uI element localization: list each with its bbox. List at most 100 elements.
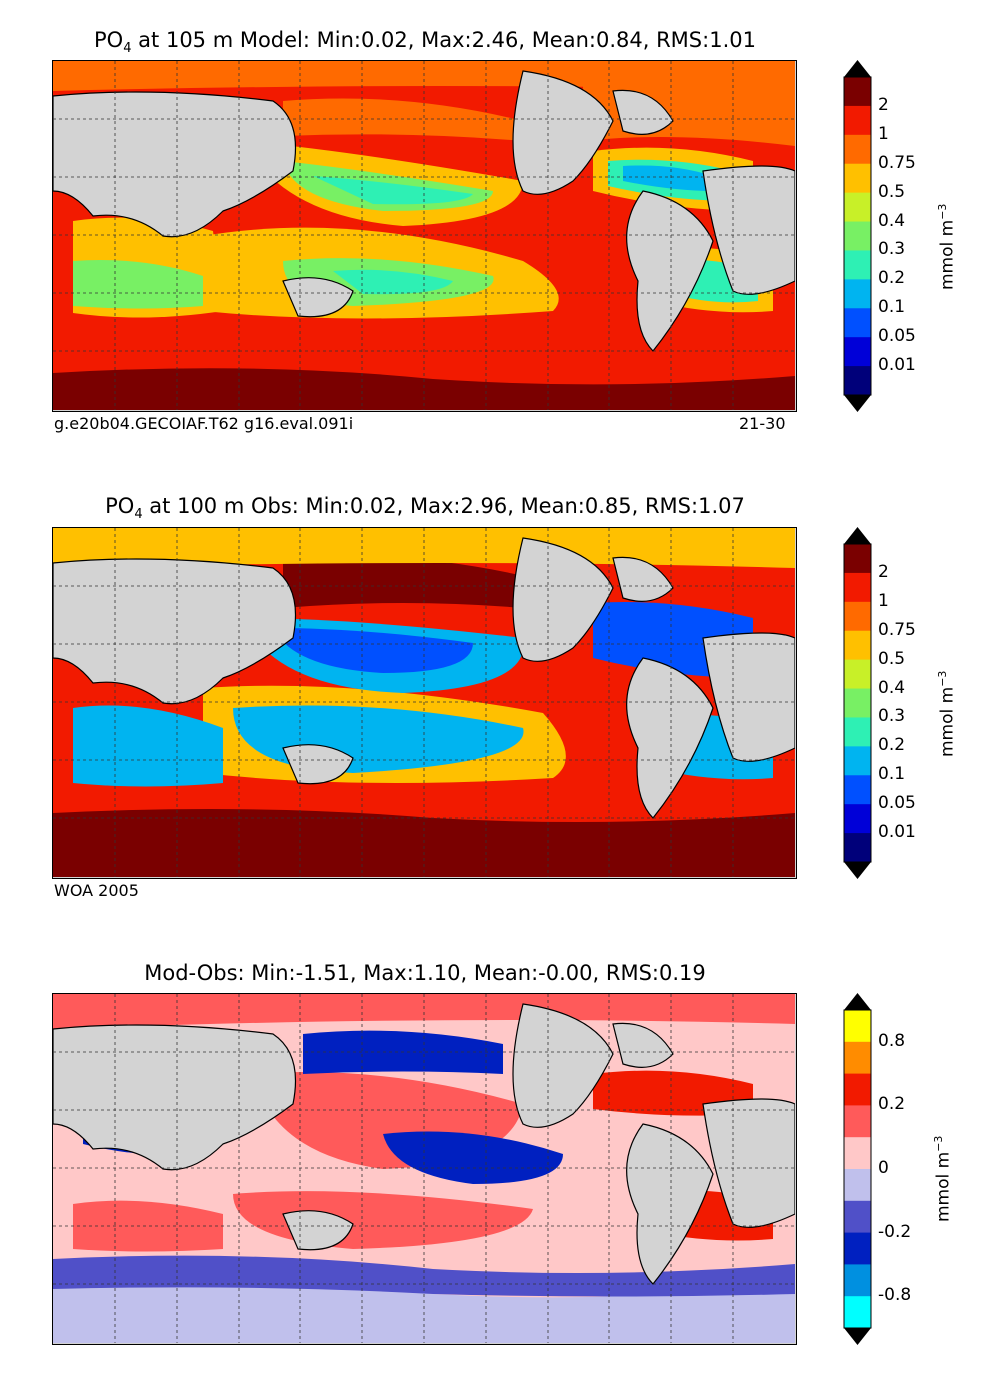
- map-svg: [53, 61, 795, 410]
- colorbar-tick-label: 0.4: [878, 677, 906, 698]
- colorbar-extend-bottom: [844, 1328, 871, 1345]
- colorbar-tick-label: -0.8: [878, 1285, 912, 1306]
- colorbar-frame: [843, 1009, 872, 1329]
- map-region: [73, 260, 203, 309]
- map-svg: [53, 528, 795, 877]
- map-svg: [53, 994, 795, 1343]
- colorbar-tick-label: 0.5: [878, 181, 906, 202]
- map-region: [273, 628, 473, 673]
- colorbar-swatch: [844, 250, 871, 280]
- map-region: [53, 994, 795, 1029]
- map-region: [283, 555, 533, 608]
- map-region: [53, 1280, 795, 1343]
- colorbar-swatch: [844, 337, 871, 367]
- colorbar-swatch: [844, 1169, 871, 1202]
- colorbar-tick-label: 0.2: [878, 1094, 906, 1115]
- colorbar-swatch: [844, 192, 871, 223]
- land: [53, 537, 795, 819]
- colorbar-tick-label: 0.01: [878, 355, 916, 376]
- colorbar-tick-label: 0.01: [878, 822, 916, 843]
- colorbar-svg: [843, 527, 872, 879]
- colorbar-swatch: [844, 1105, 871, 1138]
- colorbar-tick-label: 0.8: [878, 1030, 906, 1051]
- source-label: WOA 2005: [54, 881, 139, 900]
- colorbar-tick-label: 0.75: [878, 152, 916, 173]
- colorbar-swatch: [844, 1137, 871, 1170]
- map-region: [383, 1131, 563, 1184]
- colorbar-tick-label: 0.1: [878, 297, 906, 318]
- colorbar-swatch: [844, 572, 871, 603]
- colorbar-swatch: [844, 544, 871, 574]
- map-plot: [52, 993, 797, 1345]
- colorbar: [843, 527, 872, 879]
- colorbar-swatch: [844, 163, 871, 194]
- panel-title: Mod-Obs: Min:-1.51, Max:1.10, Mean:-0.00…: [144, 961, 706, 985]
- colorbar-extend-top: [844, 60, 871, 77]
- colorbar-swatch: [844, 659, 871, 690]
- colorbar-tick-label: 0.4: [878, 210, 906, 231]
- map-plot: [52, 60, 797, 412]
- colorbar-swatch: [844, 804, 871, 834]
- colorbar-swatch: [844, 1232, 871, 1265]
- colorbar-tick-label: 1: [878, 590, 889, 611]
- map-region: [53, 368, 795, 410]
- colorbar-swatch: [844, 1010, 871, 1043]
- colorbar-swatch: [844, 1200, 871, 1234]
- colorbar-unit: mmol m−3: [936, 670, 958, 757]
- panel-title: PO4 at 105 m Model: Min:0.02, Max:2.46, …: [94, 28, 756, 57]
- colorbar-unit: mmol m−3: [932, 1135, 954, 1222]
- map-region: [73, 705, 223, 787]
- colorbar-swatch: [844, 1296, 871, 1329]
- map-region: [623, 165, 713, 191]
- colorbar-swatch: [844, 601, 871, 632]
- colorbar-extend-bottom: [844, 862, 871, 879]
- colorbar-tick-label: 0.2: [878, 735, 906, 756]
- colorbar-tick-label: 2: [878, 94, 889, 115]
- colorbar-tick-label: 0.5: [878, 648, 906, 669]
- colorbar-swatch: [844, 1264, 871, 1297]
- colorbar-swatch: [844, 366, 871, 396]
- colorbar-unit: mmol m−3: [936, 203, 958, 290]
- colorbar-tick-label: 0.05: [878, 793, 916, 814]
- colorbar-swatch: [844, 688, 871, 718]
- colorbar-tick-label: 0.05: [878, 326, 916, 347]
- grid: [53, 528, 795, 877]
- colorbar: [843, 993, 872, 1345]
- map-region: [333, 269, 453, 295]
- colorbar-tick-label: 0.75: [878, 619, 916, 640]
- colorbar-tick-label: 0.3: [878, 706, 906, 727]
- colorbar-svg: [843, 993, 872, 1345]
- grid: [53, 994, 795, 1343]
- map-region: [283, 98, 523, 141]
- panel-title: PO4 at 100 m Obs: Min:0.02, Max:2.96, Me…: [105, 494, 745, 523]
- colorbar-tick-label: 0.3: [878, 239, 906, 260]
- colorbar-extend-top: [844, 527, 871, 544]
- colorbar-tick-label: 2: [878, 561, 889, 582]
- colorbar-swatch: [844, 308, 871, 338]
- colorbar-svg: [843, 60, 872, 412]
- colorbar-swatch: [844, 746, 871, 776]
- colorbar-swatch: [844, 630, 871, 661]
- colorbar-extend-top: [844, 993, 871, 1010]
- colorbar-frame: [843, 76, 872, 396]
- colorbar-swatch: [844, 134, 871, 165]
- colorbar-swatch: [844, 221, 871, 251]
- map-region: [73, 1200, 223, 1252]
- colorbar-swatch: [844, 1073, 871, 1106]
- colorbar-tick-label: 0.2: [878, 268, 906, 289]
- colorbar-frame: [843, 543, 872, 863]
- colorbar: [843, 60, 872, 412]
- grid: [53, 61, 795, 410]
- year-range-label: 21-30: [739, 414, 786, 433]
- colorbar-tick-label: 0: [878, 1158, 889, 1178]
- map-region: [313, 176, 473, 205]
- colorbar-swatch: [844, 833, 871, 863]
- land: [53, 70, 795, 352]
- land: [53, 1003, 795, 1285]
- run-label: g.e20b04.GECOIAF.T62 g16.eval.091i: [54, 414, 354, 433]
- map-plot: [52, 527, 797, 879]
- colorbar-swatch: [844, 279, 871, 309]
- colorbar-swatch: [844, 1041, 871, 1075]
- colorbar-swatch: [844, 105, 871, 136]
- colorbar-swatch: [844, 775, 871, 805]
